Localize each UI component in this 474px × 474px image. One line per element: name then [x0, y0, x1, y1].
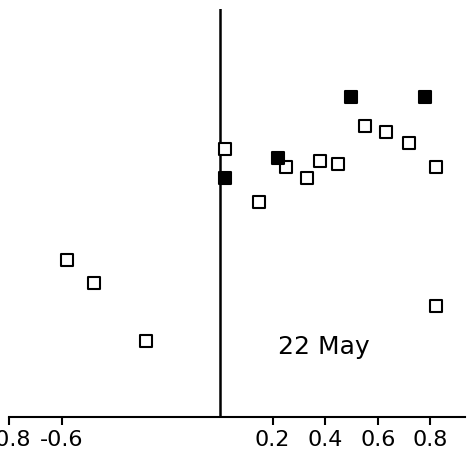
Point — [282, 163, 290, 171]
Point — [90, 279, 98, 287]
Point — [432, 163, 439, 171]
Point — [432, 303, 439, 310]
Point — [361, 122, 368, 130]
Point — [303, 174, 310, 182]
Point — [221, 146, 229, 153]
Point — [405, 140, 413, 147]
Point — [274, 154, 282, 162]
Point — [335, 160, 342, 168]
Point — [347, 93, 355, 100]
Point — [64, 256, 71, 264]
Point — [382, 128, 390, 136]
Point — [255, 198, 263, 205]
Text: 22 May: 22 May — [278, 335, 369, 359]
Point — [143, 337, 150, 345]
Point — [221, 174, 229, 182]
Point — [316, 157, 324, 164]
Point — [421, 93, 429, 100]
